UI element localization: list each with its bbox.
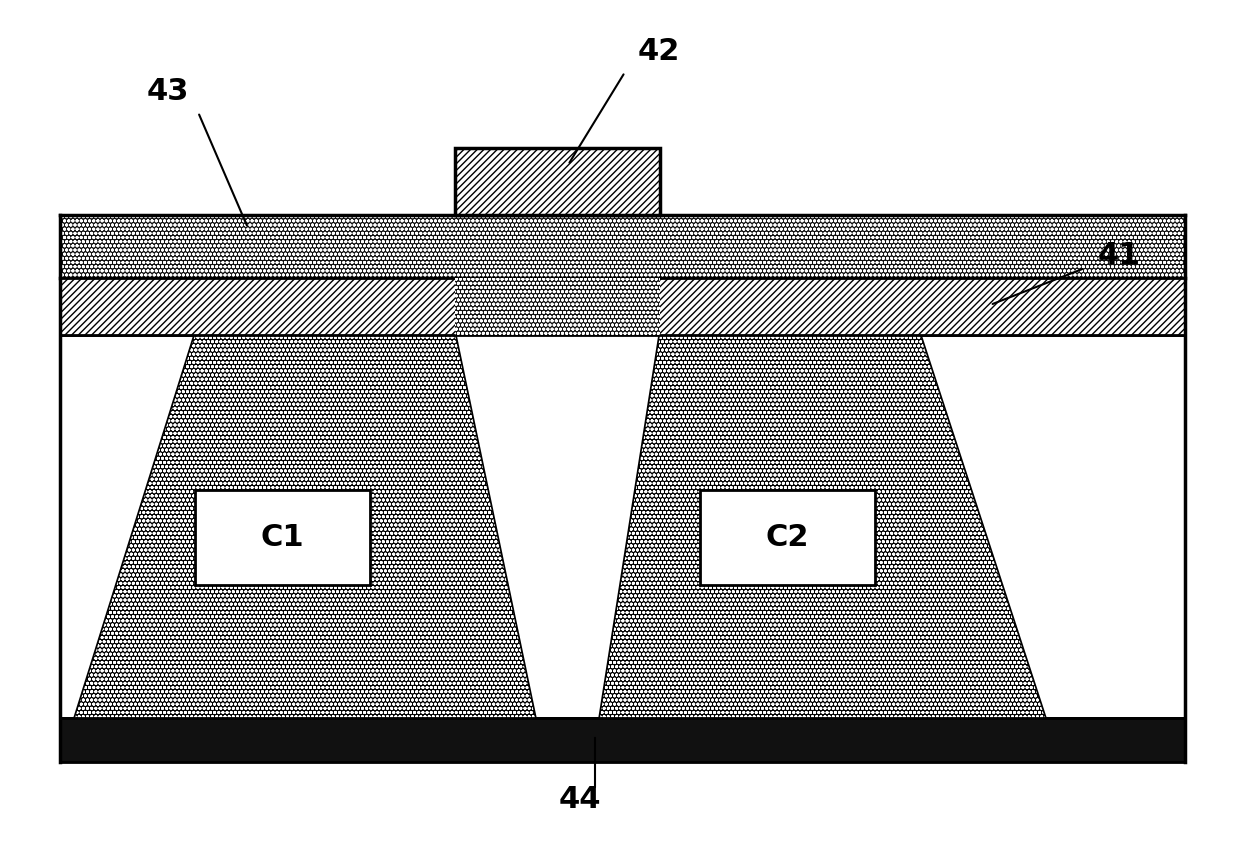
Bar xyxy=(455,148,660,215)
Text: C1: C1 xyxy=(260,523,304,552)
Bar xyxy=(60,335,1185,718)
Bar xyxy=(701,490,875,585)
Bar xyxy=(60,718,1185,762)
Bar xyxy=(60,278,455,335)
Bar xyxy=(195,490,370,585)
Bar xyxy=(660,278,1185,335)
Text: 43: 43 xyxy=(146,77,190,107)
Bar xyxy=(60,215,1185,278)
Text: 41: 41 xyxy=(1097,241,1141,270)
Bar xyxy=(455,278,660,335)
Polygon shape xyxy=(74,335,534,718)
Text: 44: 44 xyxy=(559,785,601,814)
Bar xyxy=(60,215,1185,278)
Polygon shape xyxy=(600,335,1045,718)
Text: 42: 42 xyxy=(639,37,681,66)
Text: C2: C2 xyxy=(766,523,810,552)
Bar xyxy=(455,278,660,335)
